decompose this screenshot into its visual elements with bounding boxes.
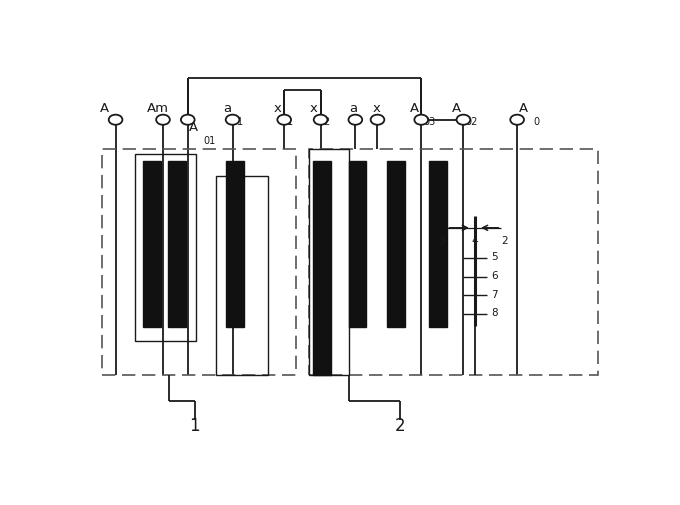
Text: 0: 0 xyxy=(533,117,539,127)
Circle shape xyxy=(371,115,384,125)
Bar xyxy=(387,161,405,327)
Text: 8: 8 xyxy=(491,309,497,318)
Bar xyxy=(429,161,447,327)
Text: x: x xyxy=(273,102,286,115)
Text: 3: 3 xyxy=(439,236,445,246)
Text: 6: 6 xyxy=(491,271,497,281)
Circle shape xyxy=(226,115,239,125)
Text: 7: 7 xyxy=(491,290,497,299)
Text: 4: 4 xyxy=(472,236,478,246)
Text: x: x xyxy=(372,102,380,115)
Text: 1: 1 xyxy=(288,117,294,127)
Text: 5: 5 xyxy=(491,252,497,263)
Text: 02: 02 xyxy=(466,117,478,127)
Text: A: A xyxy=(520,102,528,115)
Bar xyxy=(143,161,161,327)
Bar xyxy=(103,149,296,375)
Bar xyxy=(309,149,598,375)
Bar xyxy=(313,161,331,375)
Circle shape xyxy=(109,115,122,125)
Bar xyxy=(226,161,244,327)
Text: Am: Am xyxy=(147,102,169,115)
Text: 1: 1 xyxy=(189,417,200,435)
Text: 03: 03 xyxy=(424,117,436,127)
Bar xyxy=(309,149,348,375)
Circle shape xyxy=(156,115,170,125)
Circle shape xyxy=(456,115,471,125)
Text: 2: 2 xyxy=(324,117,330,127)
Text: 1: 1 xyxy=(237,117,243,127)
Text: 2: 2 xyxy=(502,236,509,246)
Bar xyxy=(348,161,367,327)
Text: 01: 01 xyxy=(203,136,216,146)
Circle shape xyxy=(348,115,362,125)
Bar xyxy=(135,154,196,340)
Bar xyxy=(216,176,269,375)
Text: A: A xyxy=(189,122,199,134)
Circle shape xyxy=(414,115,428,125)
Circle shape xyxy=(277,115,291,125)
Bar xyxy=(168,161,186,327)
Text: A: A xyxy=(452,102,465,115)
Text: a: a xyxy=(224,102,232,115)
Circle shape xyxy=(510,115,524,125)
Text: x: x xyxy=(310,102,322,115)
Circle shape xyxy=(181,115,194,125)
Text: a: a xyxy=(349,102,357,115)
Text: 2: 2 xyxy=(395,417,405,435)
Circle shape xyxy=(313,115,328,125)
Text: A: A xyxy=(409,102,423,115)
Text: A: A xyxy=(100,102,109,115)
